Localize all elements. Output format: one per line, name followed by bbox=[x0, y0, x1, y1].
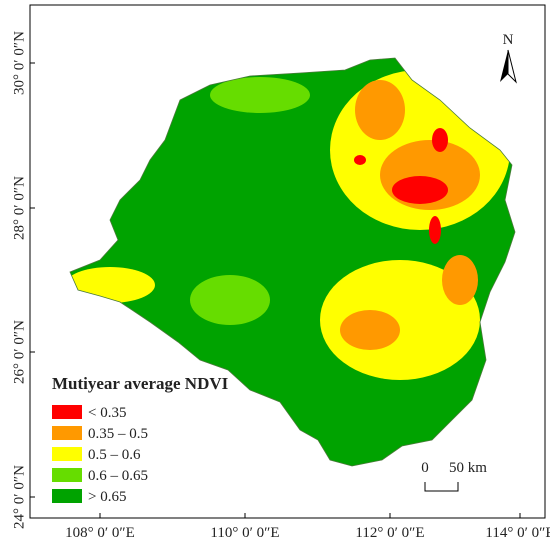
longitude-label: 114° 0′ 0″E bbox=[485, 525, 550, 541]
ndvi-class-area bbox=[340, 310, 400, 350]
latitude-label: 24° 0′ 0″N bbox=[11, 465, 27, 529]
legend: Mutiyear average NDVI < 0.35 0.35 – 0.5 0.… bbox=[52, 374, 229, 505]
latitude-label: 26° 0′ 0″N bbox=[11, 320, 27, 384]
legend-swatch bbox=[52, 468, 82, 482]
latitude-label: 30° 0′ 0″N bbox=[11, 31, 27, 95]
scale-end: 50 km bbox=[449, 460, 487, 476]
longitude-labels: 108° 0′ 0″E 110° 0′ 0″E 112° 0′ 0″E 114° 0′… bbox=[65, 513, 550, 541]
scale-line bbox=[424, 482, 459, 492]
ndvi-class-area bbox=[320, 260, 480, 380]
legend-swatch bbox=[52, 426, 82, 440]
ndvi-class-area bbox=[442, 255, 478, 305]
north-label: N bbox=[503, 32, 514, 48]
legend-label: 0.35 – 0.5 bbox=[88, 426, 148, 442]
ndvi-class-area bbox=[190, 275, 270, 325]
arrow-right bbox=[507, 49, 517, 84]
north-arrow: N bbox=[500, 32, 517, 84]
latitude-labels: 30° 0′ 0″N 28° 0′ 0″N 26° 0′ 0″N 24° 0′ 0″N bbox=[11, 31, 35, 529]
ndvi-class-area bbox=[432, 128, 448, 152]
scale-start: 0 bbox=[421, 460, 429, 476]
scale-bar: 0 50 km bbox=[421, 460, 487, 492]
longitude-label: 112° 0′ 0″E bbox=[355, 525, 424, 541]
legend-label: < 0.35 bbox=[88, 405, 126, 421]
legend-swatch bbox=[52, 447, 82, 461]
arrow-left bbox=[500, 50, 508, 82]
ndvi-class-area bbox=[429, 216, 441, 244]
legend-swatch bbox=[52, 405, 82, 419]
latitude-label: 28° 0′ 0″N bbox=[11, 176, 27, 240]
legend-label: 0.5 – 0.6 bbox=[88, 447, 141, 463]
legend-title: Mutiyear average NDVI bbox=[52, 374, 229, 393]
ndvi-class-area bbox=[355, 80, 405, 140]
ndvi-class-area bbox=[210, 77, 310, 113]
legend-label: 0.6 – 0.65 bbox=[88, 468, 148, 484]
legend-swatch bbox=[52, 489, 82, 503]
ndvi-class-area bbox=[354, 155, 366, 165]
longitude-label: 110° 0′ 0″E bbox=[210, 525, 279, 541]
longitude-label: 108° 0′ 0″E bbox=[65, 525, 135, 541]
ndvi-class-area bbox=[392, 176, 448, 204]
legend-label: > 0.65 bbox=[88, 489, 126, 505]
